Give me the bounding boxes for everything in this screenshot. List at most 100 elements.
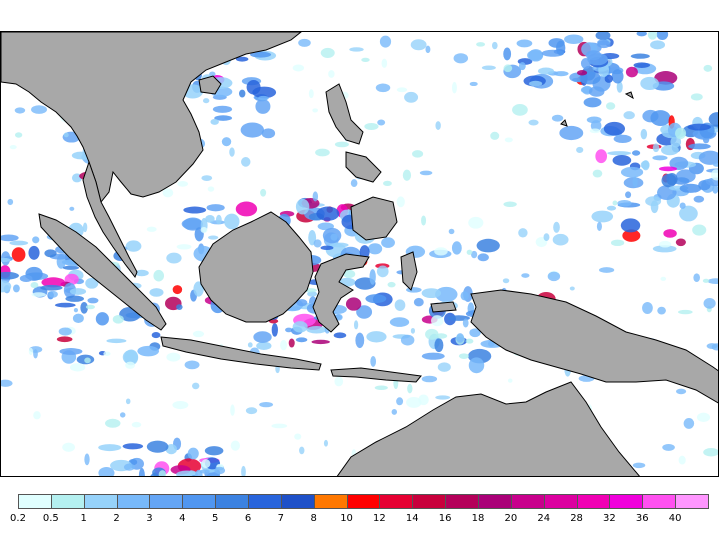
precip-cell (435, 286, 458, 302)
precip-cell (622, 229, 641, 242)
precip-cell (490, 131, 500, 140)
precip-cell (394, 299, 406, 311)
precip-cell (460, 291, 469, 301)
precip-cell (669, 156, 689, 170)
precip-cell (431, 315, 444, 327)
precip-cell (69, 206, 75, 211)
precip-cell (14, 107, 26, 114)
precip-cell (448, 228, 455, 235)
precip-cell (553, 221, 560, 233)
precip-cell (359, 245, 370, 259)
precipitation-legend (18, 494, 709, 510)
precip-cell (9, 145, 17, 150)
precip-cell (210, 118, 219, 125)
precip-cell (469, 328, 481, 338)
precip-cell (63, 282, 77, 299)
precip-cell (151, 331, 161, 339)
precip-cell (481, 65, 496, 70)
legend-tick-label: 36 (635, 513, 649, 524)
precip-cell (162, 188, 174, 198)
precip-cell (201, 459, 211, 469)
precip-cell (207, 235, 219, 240)
precip-cell (693, 273, 700, 282)
precip-cell (516, 39, 533, 48)
precip-cell (662, 444, 675, 451)
precip-cell (640, 160, 650, 170)
precip-cell (713, 162, 718, 167)
precip-cell (260, 188, 267, 197)
precip-cell (81, 154, 88, 160)
precip-cell (404, 91, 419, 103)
precip-cell (693, 195, 705, 203)
precip-cell (176, 304, 183, 311)
precip-cell (476, 238, 500, 253)
precip-cell (343, 269, 356, 279)
precip-cell (73, 308, 79, 313)
precip-cell (410, 327, 416, 334)
legend-swatch (510, 494, 545, 509)
precip-cell (583, 97, 602, 108)
precip-cell (146, 226, 157, 232)
legend-tick-label: 7 (277, 513, 285, 524)
precip-cell (632, 462, 646, 469)
precip-cell (32, 236, 40, 244)
precip-cell (207, 186, 215, 192)
legend-tick-label: 32 (603, 513, 616, 524)
precip-cell (468, 357, 485, 374)
precip-cell (333, 332, 347, 339)
legend-swatch (280, 494, 315, 509)
precip-cell (191, 382, 200, 390)
pacific-small-islands (560, 91, 634, 127)
legend-tick-label: 20 (504, 513, 518, 524)
precip-cell (320, 47, 335, 58)
precip-cell (402, 169, 412, 181)
precip-cell (214, 466, 226, 475)
precip-cell (616, 81, 623, 93)
legend-swatch (642, 494, 677, 509)
precip-cell (320, 245, 334, 250)
indochina-landmass (1, 32, 302, 204)
precip-cell (597, 39, 609, 46)
precip-cell (677, 309, 693, 315)
precip-cell (553, 71, 569, 77)
halmahera-moluccas (400, 251, 457, 313)
precip-cell (1, 280, 12, 293)
precip-cell (659, 240, 672, 248)
precip-cell (295, 198, 310, 215)
precip-cell (604, 74, 613, 83)
precip-cell (596, 221, 602, 232)
precip-cell (63, 132, 69, 138)
precip-cell (69, 288, 87, 295)
precip-cell (656, 32, 669, 41)
precip-cell (468, 216, 484, 229)
timor-islands (330, 367, 422, 383)
precip-cell (230, 404, 235, 416)
precip-cell (640, 76, 659, 91)
precip-cell (176, 244, 192, 250)
precip-cell (712, 184, 718, 194)
precip-cell (381, 237, 395, 248)
legend-swatch (248, 494, 282, 509)
precip-cell (702, 278, 710, 283)
precip-cell (31, 105, 48, 114)
precip-cell (312, 191, 319, 202)
precip-cell (630, 53, 650, 59)
precip-cell (595, 32, 611, 41)
precip-cell (559, 125, 584, 141)
precip-cell (666, 172, 678, 186)
precip-cell (462, 318, 469, 328)
precip-cell (261, 128, 276, 139)
precip-cell (453, 53, 469, 64)
precip-cell (229, 147, 235, 157)
precip-cell (370, 356, 377, 367)
precip-cell (313, 239, 322, 248)
precip-cell (521, 273, 530, 278)
precip-cell (206, 204, 225, 212)
precip-cell (192, 330, 205, 338)
malay-peninsula (82, 160, 138, 279)
precip-cell (183, 206, 207, 214)
precip-cell (138, 467, 145, 476)
legend-swatch (149, 494, 184, 509)
precip-cell (365, 294, 387, 304)
precip-cell (295, 337, 308, 343)
